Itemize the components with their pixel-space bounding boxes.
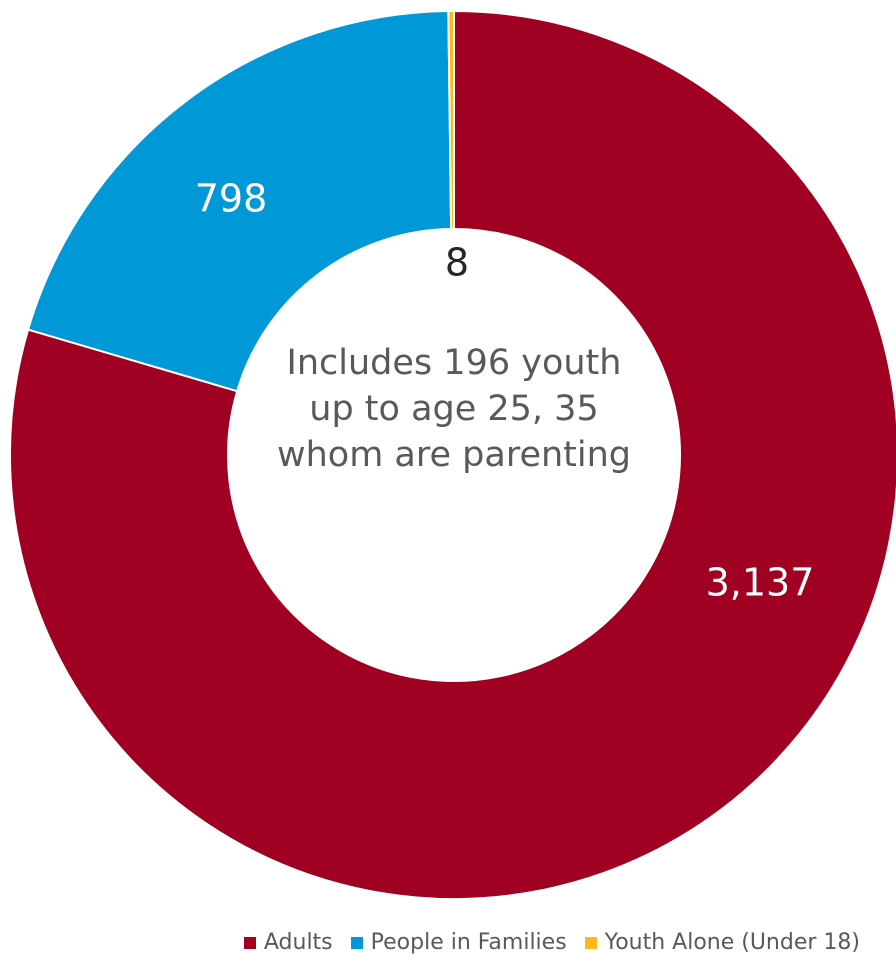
legend-swatch [243,936,256,949]
value-label: 8 [445,241,469,285]
center-annotation: Includes 196 youth up to age 25, 35 whom… [276,343,632,475]
slice [9,9,896,900]
legend-item: Youth Alone (Under 18) [584,930,860,955]
legend-swatch [584,936,597,949]
legend-label: Youth Alone (Under 18) [604,930,860,955]
legend-item: People in Families [350,930,567,955]
legend-item: Adults [243,930,333,955]
slice [447,9,455,231]
value-label: 798 [195,177,268,221]
legend-swatch [350,936,363,949]
slice [26,10,453,393]
legend-label: People in Families [370,930,567,955]
value-label: 3,137 [706,561,815,605]
legend-label: Adults [263,930,333,955]
legend: Adults People in Families Youth Alone (Und… [0,930,896,955]
